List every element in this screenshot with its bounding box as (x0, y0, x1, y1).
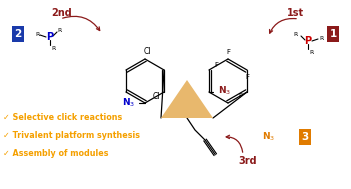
Text: N$_3$: N$_3$ (122, 97, 135, 109)
Text: R: R (35, 32, 39, 36)
Text: ✓ Selective click reactions: ✓ Selective click reactions (3, 112, 122, 122)
Text: 2nd: 2nd (52, 8, 72, 18)
Text: P: P (46, 32, 54, 42)
Text: N$_3$: N$_3$ (218, 85, 232, 97)
Text: R: R (58, 28, 62, 33)
Text: N$_3$: N$_3$ (263, 131, 276, 143)
Text: ✓ Assembly of modules: ✓ Assembly of modules (3, 149, 108, 157)
Polygon shape (161, 80, 213, 118)
Text: R: R (309, 50, 313, 54)
Text: F: F (226, 49, 230, 55)
Text: ✓ Trivalent platform synthesis: ✓ Trivalent platform synthesis (3, 130, 140, 139)
Text: Cl: Cl (143, 47, 151, 57)
Text: F: F (238, 93, 242, 99)
Text: 3rd: 3rd (239, 156, 257, 166)
Text: R: R (319, 36, 323, 40)
Text: R: R (294, 32, 298, 36)
Text: 1: 1 (329, 29, 337, 39)
Text: 2: 2 (14, 29, 22, 39)
Text: R: R (51, 46, 55, 50)
Text: F: F (214, 62, 218, 68)
Text: F: F (245, 74, 249, 80)
Text: 1st: 1st (286, 8, 304, 18)
Text: P: P (304, 36, 312, 46)
Text: Cl: Cl (152, 91, 160, 101)
Text: 3: 3 (302, 132, 309, 142)
